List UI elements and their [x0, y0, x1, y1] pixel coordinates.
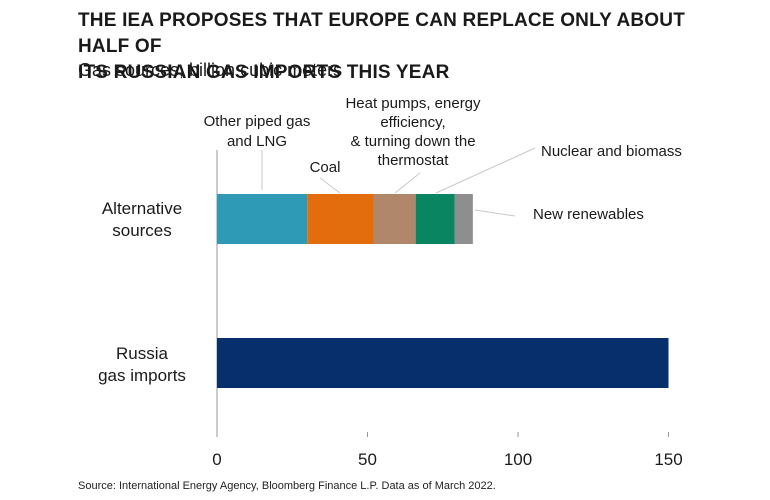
bar-0-series-2: [373, 194, 416, 244]
x-tick-label-0: 0: [212, 450, 221, 469]
x-tick-label-50: 50: [358, 450, 377, 469]
segment-label-0: Other piped gas and LNG: [204, 113, 311, 150]
source-note: Source: International Energy Agency, Blo…: [78, 480, 496, 492]
x-tick-label-150: 150: [654, 450, 682, 469]
segment-label-1: Coal: [310, 159, 341, 176]
category-label-1: Russia gas imports: [98, 344, 186, 385]
bar-0-series-3: [415, 194, 455, 244]
segment-label-4: New renewables: [533, 206, 644, 223]
bar-0-series-1: [307, 194, 374, 244]
category-label-0: Alternative sources: [102, 199, 182, 240]
leader-line-2: [394, 172, 421, 194]
chart-title-line-1: THE IEA PROPOSES THAT EUROPE CAN REPLACE…: [78, 10, 686, 57]
chart-title-line-2: ITS RUSSIAN GAS IMPORTS THIS YEAR: [78, 62, 450, 83]
x-tick-label-100: 100: [504, 450, 532, 469]
bar-0-series-0: [217, 194, 308, 244]
bar-0-series-4: [454, 194, 473, 244]
leader-line-3: [435, 147, 536, 194]
segment-label-3: Nuclear and biomass: [541, 143, 682, 160]
chart-title: THE IEA PROPOSES THAT EUROPE CAN REPLACE…: [78, 8, 738, 86]
leader-line-4: [474, 209, 516, 217]
segment-label-2: Heat pumps, energy efficiency, & turning d…: [345, 95, 481, 169]
chart-subtitle: Gas sources, billion cubic meters: [78, 60, 343, 80]
chart: 0 50 100 150 Alternative sources Russia gas imp…: [98, 95, 683, 469]
leader-line-1: [319, 177, 341, 194]
bar-1-series-5: [217, 338, 669, 388]
